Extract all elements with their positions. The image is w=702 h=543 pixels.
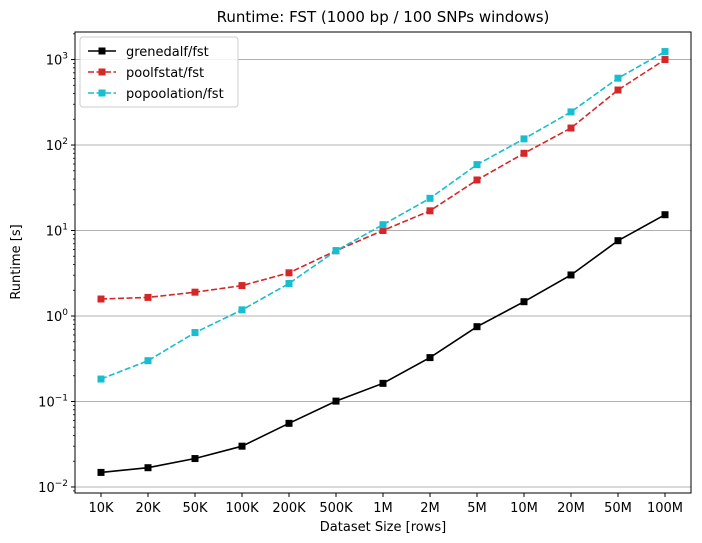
data-point <box>238 282 246 290</box>
y-tick-base: 10 <box>46 225 63 240</box>
legend-entry: grenedalf/fst <box>88 45 209 60</box>
y-tick-label: 103 <box>46 52 68 69</box>
series-layer <box>97 48 669 476</box>
y-tick-exponent: 0 <box>62 308 68 318</box>
legend-label: popoolation/fst <box>126 87 224 102</box>
data-point <box>144 464 152 472</box>
grid-lines <box>75 59 691 488</box>
data-point <box>520 149 528 157</box>
x-tick-label: 20M <box>557 501 585 516</box>
x-axis-label: Dataset Size [rows] <box>320 520 446 535</box>
x-tick-label: 100M <box>647 501 683 516</box>
data-point <box>426 207 434 215</box>
data-point <box>97 375 105 383</box>
y-tick-label: 101 <box>46 223 68 240</box>
data-point <box>661 56 669 64</box>
legend: grenedalf/fst poolfstat/fst popoolation/fs… <box>79 36 239 108</box>
data-point <box>567 124 575 132</box>
data-point <box>238 306 246 314</box>
x-tick-label: 200K <box>272 501 306 516</box>
data-point <box>426 354 434 362</box>
data-point <box>473 161 481 169</box>
x-tick-label: 20K <box>135 501 161 516</box>
y-tick-exponent: −1 <box>55 393 68 403</box>
series-grenedalf-fst <box>97 211 669 476</box>
y-axis-label: Runtime [s] <box>9 224 24 299</box>
x-tick-label: 50K <box>182 501 208 516</box>
x-tick-label: 1M <box>373 501 393 516</box>
legend-marker <box>98 89 106 97</box>
data-point <box>379 379 387 387</box>
data-point <box>661 211 669 219</box>
data-point <box>191 288 199 296</box>
x-tick-label: 100K <box>225 501 259 516</box>
data-point <box>191 329 199 337</box>
series-popoolation-fst <box>97 48 669 383</box>
data-point <box>238 442 246 450</box>
data-point <box>567 271 575 279</box>
data-point <box>332 247 340 255</box>
legend-box <box>79 36 239 108</box>
y-tick-label: 102 <box>46 137 68 154</box>
legend-marker <box>98 68 106 76</box>
legend-marker <box>98 47 106 55</box>
data-point <box>614 86 622 94</box>
y-tick-label: 100 <box>46 308 69 325</box>
data-point <box>285 269 293 277</box>
y-tick-base: 10 <box>38 481 55 496</box>
data-point <box>473 323 481 331</box>
data-point <box>379 221 387 229</box>
y-tick-label: 10−2 <box>38 479 68 496</box>
y-tick-base: 10 <box>38 395 55 410</box>
data-point <box>520 298 528 306</box>
legend-entry: popoolation/fst <box>88 87 224 102</box>
data-point <box>144 357 152 365</box>
data-point <box>567 108 575 116</box>
data-point <box>426 194 434 202</box>
x-tick-label: 10K <box>88 501 114 516</box>
y-tick-base: 10 <box>46 310 63 325</box>
data-point <box>97 295 105 303</box>
data-point <box>285 279 293 287</box>
legend-entry: poolfstat/fst <box>88 66 204 81</box>
data-point <box>191 455 199 463</box>
data-point <box>614 74 622 82</box>
data-point <box>520 135 528 143</box>
y-tick-exponent: −2 <box>55 479 68 489</box>
y-tick-label: 10−1 <box>38 393 68 410</box>
legend-label: poolfstat/fst <box>126 66 204 81</box>
chart-title: Runtime: FST (1000 bp / 100 SNPs windows… <box>217 8 550 26</box>
data-point <box>97 468 105 476</box>
x-tick-label: 5M <box>467 501 487 516</box>
series-line <box>100 213 666 474</box>
y-tick-base: 10 <box>46 139 63 154</box>
data-point <box>661 48 669 56</box>
y-tick-exponent: 1 <box>62 223 68 233</box>
data-point <box>614 237 622 245</box>
data-point <box>285 419 293 427</box>
x-tick-label: 10M <box>510 501 538 516</box>
legend-label: grenedalf/fst <box>126 45 209 60</box>
data-point <box>144 293 152 301</box>
x-tick-label: 2M <box>420 501 440 516</box>
data-point <box>332 397 340 405</box>
x-tick-label: 500K <box>319 501 353 516</box>
y-tick-base: 10 <box>46 54 63 69</box>
data-point <box>379 227 387 235</box>
data-point <box>473 176 481 184</box>
x-tick-label: 50M <box>604 501 632 516</box>
y-tick-exponent: 2 <box>62 137 68 147</box>
y-tick-exponent: 3 <box>62 52 68 62</box>
